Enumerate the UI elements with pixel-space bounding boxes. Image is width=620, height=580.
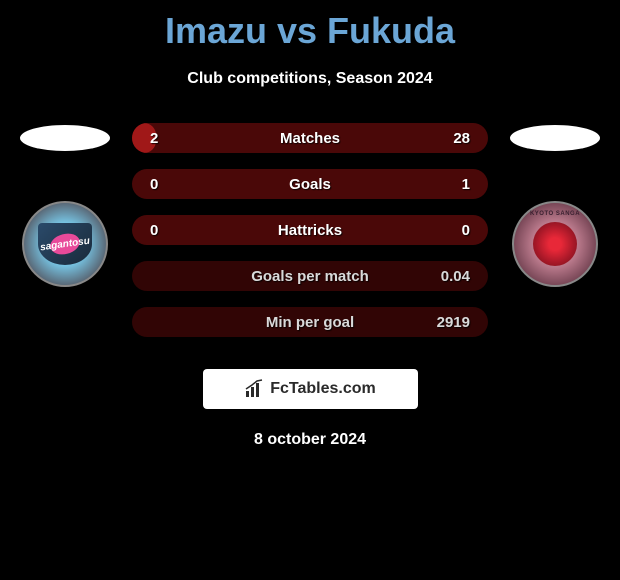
stat-left-value: 0 [150, 176, 158, 193]
footer-date: 8 october 2024 [0, 431, 620, 449]
stat-right-value: 28 [453, 130, 470, 147]
stat-label: Goals [289, 176, 331, 193]
stat-bar-min-per-goal: Min per goal 2919 [132, 307, 488, 337]
content-row: sagantosu 2 Matches 28 0 Goals 1 0 Hattr… [0, 123, 620, 353]
stat-right-value: 0.04 [441, 268, 470, 285]
player-right-avatar-placeholder [510, 125, 600, 151]
badge-right-inner [533, 222, 577, 266]
player-left-column: sagantosu [10, 123, 120, 287]
badge-right-label: KYOTO SANGA [530, 211, 580, 217]
stat-left-value: 2 [150, 130, 158, 147]
page-title: Imazu vs Fukuda [0, 0, 620, 52]
bar-chart-icon [244, 379, 264, 399]
player-left-avatar-placeholder [20, 125, 110, 151]
stat-left-value: 0 [150, 222, 158, 239]
stat-label: Min per goal [266, 314, 354, 331]
stat-label: Hattricks [278, 222, 342, 239]
stats-column: 2 Matches 28 0 Goals 1 0 Hattricks 0 Goa… [120, 123, 500, 353]
stat-label: Matches [280, 130, 340, 147]
subtitle: Club competitions, Season 2024 [0, 70, 620, 88]
stat-label: Goals per match [251, 268, 369, 285]
stat-bar-hattricks: 0 Hattricks 0 [132, 215, 488, 245]
stat-bar-goals: 0 Goals 1 [132, 169, 488, 199]
badge-left-shield: sagantosu [38, 223, 92, 265]
footer-logo[interactable]: FcTables.com [203, 369, 418, 409]
stat-bar-matches: 2 Matches 28 [132, 123, 488, 153]
player-right-column: KYOTO SANGA [500, 123, 610, 287]
stat-right-value: 1 [462, 176, 470, 193]
stat-right-value: 0 [462, 222, 470, 239]
footer-logo-text: FcTables.com [270, 380, 376, 398]
stat-bar-goals-per-match: Goals per match 0.04 [132, 261, 488, 291]
stat-right-value: 2919 [437, 314, 470, 331]
team-badge-left: sagantosu [22, 201, 108, 287]
team-badge-right: KYOTO SANGA [512, 201, 598, 287]
